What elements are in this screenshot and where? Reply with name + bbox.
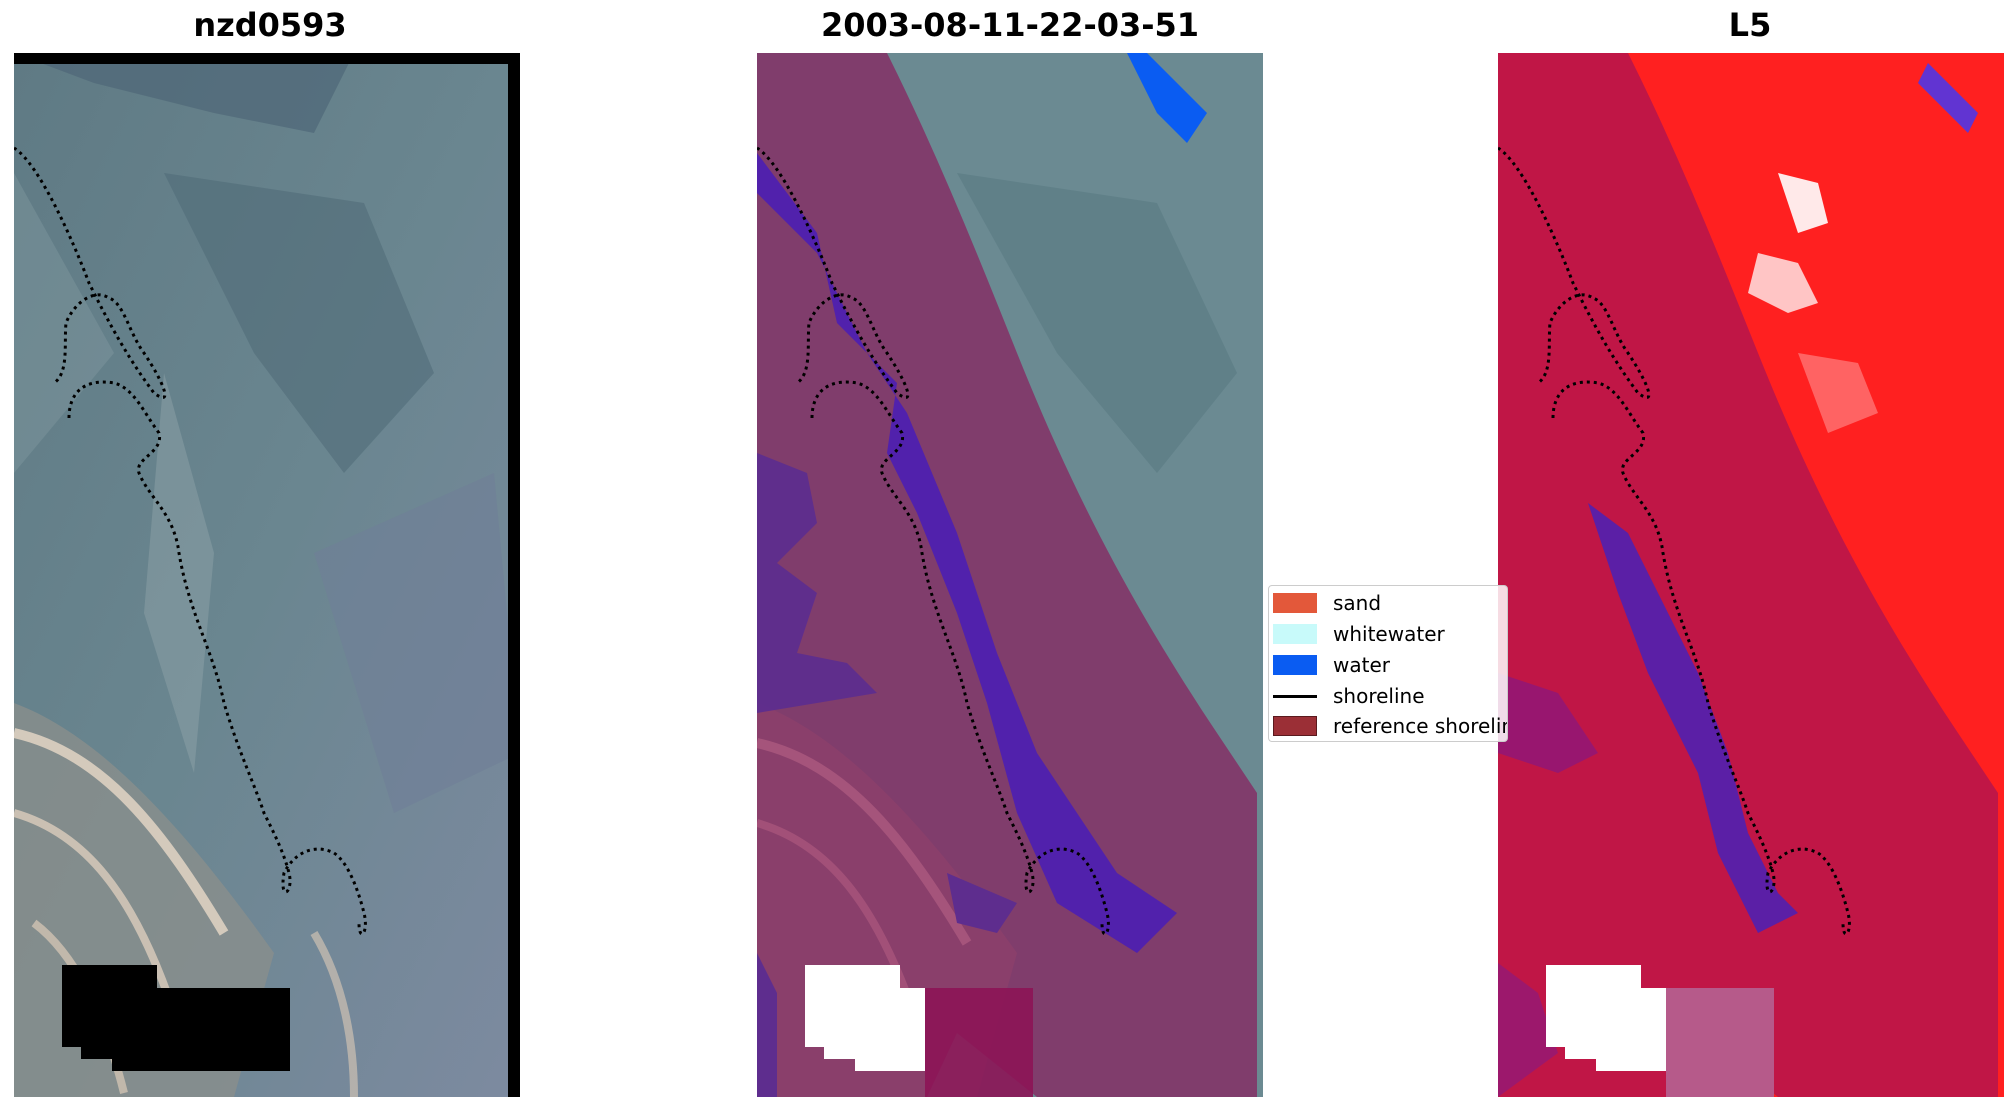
legend-item-water: water xyxy=(1269,652,1390,678)
legend-item-reference-buffer: reference shoreline buffer xyxy=(1269,713,1507,739)
legend-item-whitewater: whitewater xyxy=(1269,621,1445,647)
nodata-strip-top xyxy=(14,53,520,64)
shoreline-line-sample xyxy=(1273,694,1317,698)
reference-buffer-swatch xyxy=(1273,716,1317,736)
sand-swatch xyxy=(1273,593,1317,613)
legend-label: water xyxy=(1333,653,1390,677)
water-in-buffer xyxy=(757,153,1177,953)
shoreline xyxy=(14,146,367,936)
classification-panel xyxy=(757,53,1263,1097)
water-in-buffer xyxy=(1588,503,1798,933)
legend-label: sand xyxy=(1333,591,1382,615)
rgb-image-panel xyxy=(14,53,520,1097)
nodata-block xyxy=(62,965,290,1071)
legend: sand whitewater water shoreline referenc… xyxy=(1268,585,1508,742)
shoreline xyxy=(1498,146,1851,936)
legend-item-sand: sand xyxy=(1269,590,1381,616)
reference-shoreline-buffer xyxy=(757,53,1257,1097)
legend-label: reference shoreline buffer xyxy=(1333,714,1507,738)
right-panel-title: L5 xyxy=(1728,6,1772,44)
left-panel-title: nzd0593 xyxy=(193,6,347,44)
nodata-block xyxy=(805,965,925,1071)
reference-shoreline-buffer xyxy=(1498,53,1998,1097)
legend-label: whitewater xyxy=(1333,622,1445,646)
legend-label: shoreline xyxy=(1333,684,1425,708)
whitewater-swatch xyxy=(1273,624,1317,644)
water-region-top-right xyxy=(1127,53,1207,143)
index-panel xyxy=(1498,53,2004,1097)
nodata-block xyxy=(1546,965,1666,1071)
nodata-strip-right xyxy=(508,53,520,1097)
legend-item-shoreline: shoreline xyxy=(1269,683,1425,709)
middle-panel-title: 2003-08-11-22-03-51 xyxy=(820,6,1200,44)
water-swatch xyxy=(1273,655,1317,675)
shoreline xyxy=(757,146,1110,936)
